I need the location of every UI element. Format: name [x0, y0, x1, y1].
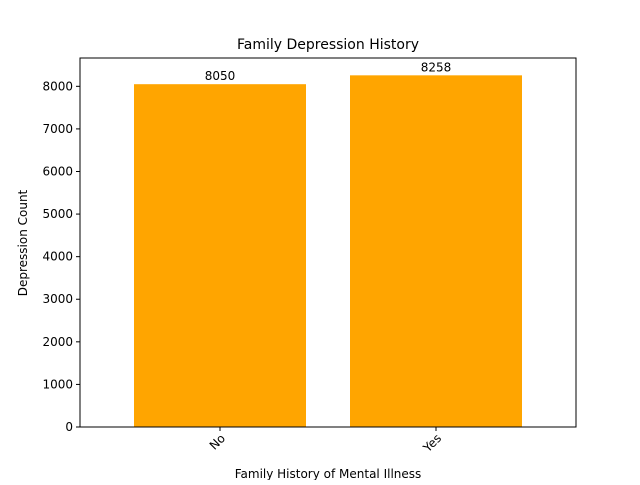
x-axis-label: Family History of Mental Illness [235, 467, 422, 480]
y-tick-label: 5000 [42, 207, 73, 221]
y-tick-label: 0 [65, 420, 73, 434]
data-label-yes: 8258 [421, 60, 452, 74]
x-tick-label-yes: Yes [420, 431, 444, 455]
x-tick-label-no: No [207, 431, 228, 452]
y-axis-label: Depression Count [16, 189, 30, 296]
y-tick-label: 3000 [42, 292, 73, 306]
y-tick-label: 2000 [42, 335, 73, 349]
y-tick-label: 7000 [42, 122, 73, 136]
plot-area: 8050 No 8258 Yes 0 1000 2000 3000 4000 5000 6000 70… [42, 57, 577, 456]
axes-frame [79, 57, 577, 428]
y-tick-label: 4000 [42, 250, 73, 264]
bar-no [134, 84, 306, 427]
data-label-no: 8050 [205, 69, 236, 83]
y-tick-label: 8000 [42, 79, 73, 93]
bar-yes [350, 75, 522, 427]
y-tick-label: 1000 [42, 377, 73, 391]
chart-title: Family Depression History [237, 37, 419, 53]
y-tick-label: 6000 [42, 164, 73, 178]
